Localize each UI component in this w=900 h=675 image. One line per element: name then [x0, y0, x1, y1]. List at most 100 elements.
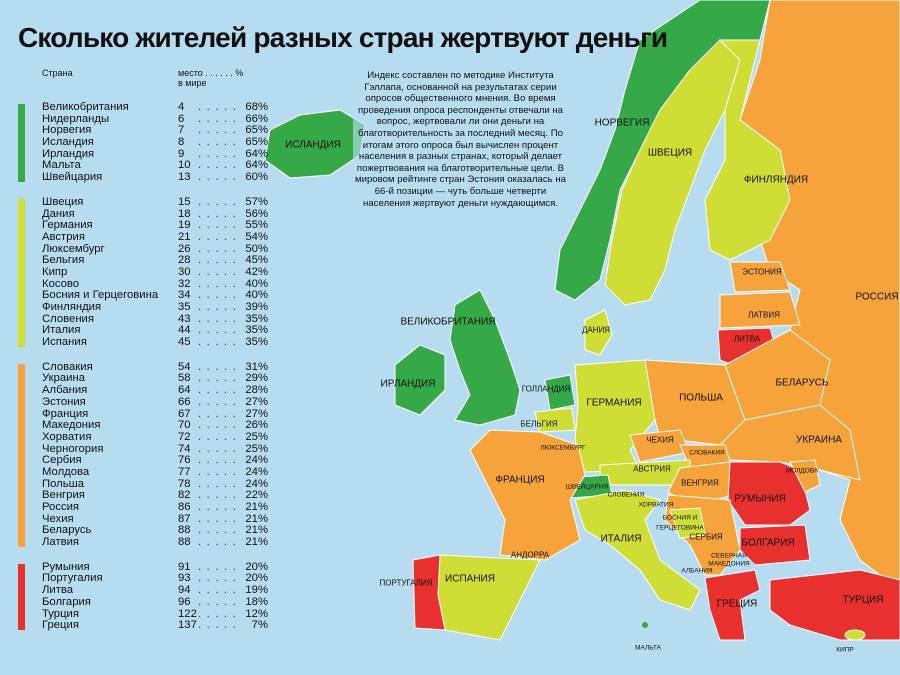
leader-dots: . . . . . — [198, 101, 238, 113]
leader-dots: . . . . . — [198, 207, 238, 220]
leader-dots: . . . . . — [198, 512, 238, 525]
table-row: Латвия 88 . . . . . 21% — [18, 536, 268, 549]
country-name: Швеция — [42, 195, 84, 208]
table-row: Швейцария 13 . . . . . 60% — [18, 171, 268, 184]
map-label-andorra: АНДОРРА — [510, 550, 550, 560]
world-rank: 32 — [178, 277, 191, 290]
table-row: Албания 64 . . . . . 28% — [18, 384, 268, 397]
map-label-switzerland: ШВЕЙЦАРИЯ — [565, 483, 609, 491]
world-rank: 44 — [178, 324, 191, 337]
country-name: Греция — [42, 619, 79, 632]
world-rank: 88 — [178, 524, 191, 537]
table-row: Мальта 10 . . . . . 64% — [18, 160, 268, 172]
donors-percent: 50% — [245, 242, 268, 255]
country-name: Македония — [42, 419, 101, 432]
leader-dots: . . . . . — [198, 360, 238, 373]
donors-percent: 18% — [245, 595, 268, 608]
leader-dots: . . . . . — [198, 324, 238, 337]
country-name: Словакия — [42, 360, 93, 373]
leader-dots: . . . . . — [198, 395, 238, 408]
region-portugal — [412, 554, 446, 631]
country-name: Франция — [42, 407, 89, 420]
leader-dots: . . . . . — [198, 112, 238, 125]
donors-percent: 25% — [245, 442, 268, 455]
donors-percent: 21% — [245, 501, 268, 513]
table-row: Румыния 91 . . . . . 20% — [18, 561, 268, 574]
donors-percent: 35% — [245, 336, 268, 349]
table-row: Франция 67 . . . . . 27% — [18, 407, 268, 421]
country-name: Германия — [42, 219, 93, 232]
map-label-spain: ИСПАНИЯ — [445, 573, 495, 585]
map-label-denmark: ДАНИЯ — [581, 325, 611, 335]
leader-dots: . . . . . — [198, 136, 238, 149]
leader-dots: . . . . . — [198, 147, 238, 160]
donors-percent: 24% — [245, 477, 268, 490]
world-rank: 70 — [178, 419, 191, 432]
map-label-moldova: МОЛДОВА — [785, 467, 819, 475]
map-label-malta: МАЛЬТА — [635, 644, 661, 652]
leader-dots: . . . . . — [198, 124, 238, 137]
header-country: Страна — [42, 68, 73, 78]
leader-dots: . . . . . — [198, 584, 238, 597]
donors-percent: 64% — [245, 159, 268, 172]
donors-percent: 40% — [245, 289, 268, 302]
group-color-bar — [18, 563, 25, 630]
world-rank: 72 — [178, 430, 191, 443]
map-label-austria: АВСТРИЯ — [633, 464, 671, 474]
donors-percent: 39% — [245, 301, 268, 313]
header-rank-line1: место . . . . . . % — [178, 68, 244, 78]
map-label-cyprus: КИПР — [836, 646, 854, 654]
map-label-slovakia: СЛОВАКИЯ — [689, 449, 725, 457]
donors-percent: 54% — [245, 230, 268, 243]
country-name: Финляндия — [42, 301, 102, 313]
country-name: Норвегия — [42, 124, 92, 137]
region-moldova — [789, 459, 821, 493]
header-rank: место . . . . . . % в мире — [178, 68, 243, 88]
country-name: Эстония — [42, 395, 86, 408]
table-row: Нидерланды 6 . . . . . 66% — [18, 112, 268, 126]
leader-dots: . . . . . — [198, 454, 238, 467]
donors-percent: 20% — [245, 572, 268, 585]
donors-percent: 35% — [245, 324, 268, 337]
leader-dots: . . . . . — [198, 489, 238, 502]
donors-percent: 21% — [245, 524, 268, 537]
world-rank: 45 — [178, 336, 191, 349]
map-label-latvia: ЛАТВИЯ — [748, 310, 780, 320]
region-bosnia — [669, 507, 706, 539]
country-name: Косово — [42, 277, 80, 290]
region-bulgaria — [739, 524, 811, 566]
table-row: Литва 94 . . . . . 19% — [18, 584, 268, 597]
map-label-estonia: ЭСТОНИЯ — [742, 267, 782, 277]
map-label-croatia: ХОРВАТИЯ — [638, 501, 674, 509]
donors-percent: 24% — [245, 454, 268, 467]
ranking-table: Страна место . . . . . . % в мире Великоб… — [18, 66, 268, 645]
map-label-ireland: ИРЛАНДИЯ — [380, 378, 436, 390]
donors-percent: 64% — [245, 147, 268, 160]
world-rank: 88 — [178, 536, 191, 549]
donors-percent: 7% — [251, 619, 268, 632]
region-denmark — [584, 309, 613, 356]
leader-dots: . . . . . — [198, 430, 238, 443]
map-label-sweden: ШВЕЦИЯ — [647, 147, 693, 159]
region-ukraine — [719, 404, 861, 481]
world-rank: 9 — [178, 147, 185, 160]
region-belgium — [534, 407, 576, 433]
map-label-belarus: БЕЛАРУСЬ — [775, 377, 829, 389]
donors-percent: 45% — [245, 254, 268, 267]
page-title: Сколько жителей разных стран жертвуют де… — [18, 22, 668, 53]
donors-percent: 42% — [245, 265, 268, 278]
map-label-greece: ГРЕЦИЯ — [716, 598, 758, 610]
ranking-group: Румыния 91 . . . . . 20% Португалия 93 . . . .… — [18, 561, 268, 632]
table-row: Хорватия 72 . . . . . 25% — [18, 430, 268, 444]
donors-percent: 21% — [245, 536, 268, 549]
leader-dots: . . . . . — [198, 477, 238, 490]
donors-percent: 31% — [245, 360, 268, 373]
world-rank: 26 — [178, 242, 191, 255]
country-name: Ирландия — [42, 147, 95, 160]
table-row: Эстония 66 . . . . . 27% — [18, 395, 268, 409]
country-name: Кипр — [42, 265, 68, 278]
donors-percent: 26% — [245, 419, 268, 432]
region-france — [469, 429, 586, 561]
country-name: Швейцария — [42, 171, 103, 184]
